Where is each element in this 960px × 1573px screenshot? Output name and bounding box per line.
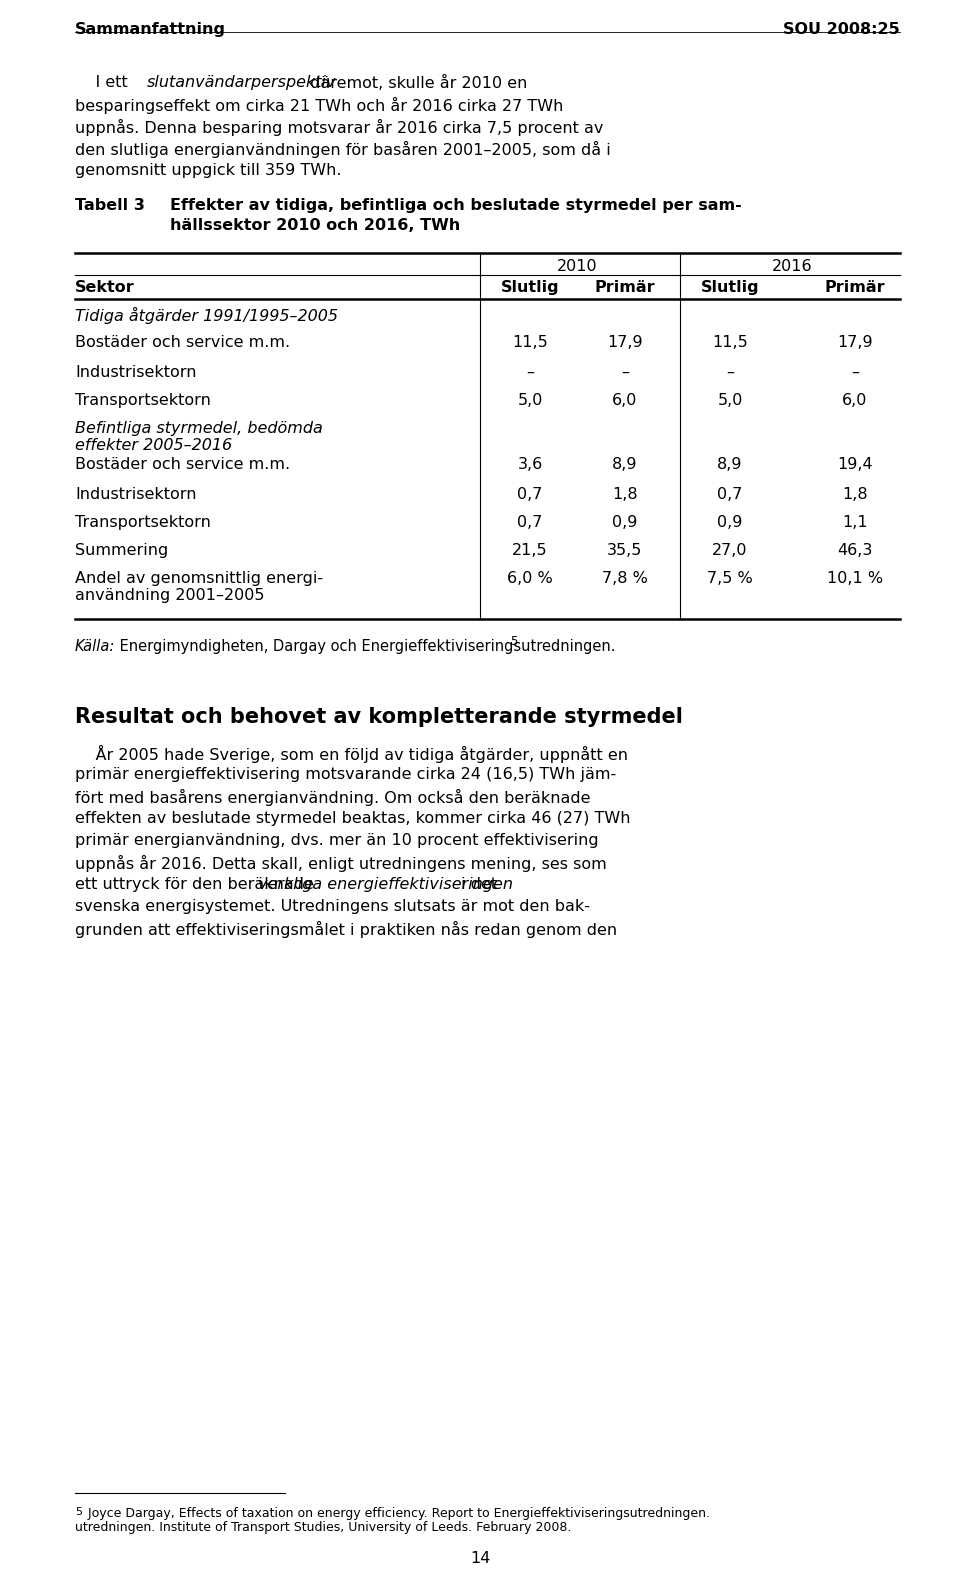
Text: Transportsektorn: Transportsektorn bbox=[75, 514, 211, 530]
Text: Joyce Dargay, Effects of taxation on energy efficiency. Report to Energieffektiv: Joyce Dargay, Effects of taxation on ene… bbox=[84, 1507, 710, 1520]
Text: 7,8 %: 7,8 % bbox=[602, 571, 648, 587]
Text: 6,0 %: 6,0 % bbox=[507, 571, 553, 587]
Text: –: – bbox=[621, 365, 629, 381]
Text: 1,8: 1,8 bbox=[612, 488, 637, 502]
Text: Resultat och behovet av kompletterande styrmedel: Resultat och behovet av kompletterande s… bbox=[75, 706, 683, 727]
Text: 1,8: 1,8 bbox=[842, 488, 868, 502]
Text: Tabell 3: Tabell 3 bbox=[75, 198, 145, 212]
Text: 10,1 %: 10,1 % bbox=[827, 571, 883, 587]
Text: den slutliga energianvändningen för basåren 2001–2005, som då i: den slutliga energianvändningen för baså… bbox=[75, 142, 611, 157]
Text: 35,5: 35,5 bbox=[608, 543, 642, 558]
Text: 17,9: 17,9 bbox=[607, 335, 643, 351]
Text: 14: 14 bbox=[469, 1551, 491, 1567]
Text: uppnås år 2016. Detta skall, enligt utredningens mening, ses som: uppnås år 2016. Detta skall, enligt utre… bbox=[75, 856, 607, 871]
Text: däremot, skulle år 2010 en: däremot, skulle år 2010 en bbox=[305, 76, 527, 91]
Text: 6,0: 6,0 bbox=[612, 393, 637, 407]
Text: Andel av genomsnittlig energi-: Andel av genomsnittlig energi- bbox=[75, 571, 324, 587]
Text: Tidiga åtgärder 1991/1995–2005: Tidiga åtgärder 1991/1995–2005 bbox=[75, 307, 338, 324]
Text: 11,5: 11,5 bbox=[712, 335, 748, 351]
Text: Slutlig: Slutlig bbox=[501, 280, 560, 296]
Text: 19,4: 19,4 bbox=[837, 458, 873, 472]
Text: Befintliga styrmedel, bedömda: Befintliga styrmedel, bedömda bbox=[75, 422, 323, 436]
Text: Primär: Primär bbox=[594, 280, 656, 296]
Text: effekter 2005–2016: effekter 2005–2016 bbox=[75, 437, 232, 453]
Text: 5,0: 5,0 bbox=[517, 393, 542, 407]
Text: 11,5: 11,5 bbox=[512, 335, 548, 351]
Text: Bostäder och service m.m.: Bostäder och service m.m. bbox=[75, 335, 290, 351]
Text: –: – bbox=[851, 365, 859, 381]
Text: genomsnitt uppgick till 359 TWh.: genomsnitt uppgick till 359 TWh. bbox=[75, 164, 342, 178]
Text: fört med basårens energianvändning. Om också den beräknade: fört med basårens energianvändning. Om o… bbox=[75, 790, 590, 805]
Text: 7,5 %: 7,5 % bbox=[708, 571, 753, 587]
Text: 0,7: 0,7 bbox=[517, 514, 542, 530]
Text: Industrisektorn: Industrisektorn bbox=[75, 488, 197, 502]
Text: 5,0: 5,0 bbox=[717, 393, 743, 407]
Text: Primär: Primär bbox=[825, 280, 885, 296]
Text: besparingseffekt om cirka 21 TWh och år 2016 cirka 27 TWh: besparingseffekt om cirka 21 TWh och år … bbox=[75, 98, 564, 113]
Text: Summering: Summering bbox=[75, 543, 168, 558]
Text: 27,0: 27,0 bbox=[712, 543, 748, 558]
Text: 3,6: 3,6 bbox=[517, 458, 542, 472]
Text: 8,9: 8,9 bbox=[717, 458, 743, 472]
Text: 0,7: 0,7 bbox=[717, 488, 743, 502]
Text: Sammanfattning: Sammanfattning bbox=[75, 22, 226, 38]
Text: primär energianvändning, dvs. mer än 10 procent effektivisering: primär energianvändning, dvs. mer än 10 … bbox=[75, 834, 599, 848]
Text: 0,7: 0,7 bbox=[517, 488, 542, 502]
Text: ett uttryck för den beräknade: ett uttryck för den beräknade bbox=[75, 878, 319, 892]
Text: 21,5: 21,5 bbox=[513, 543, 548, 558]
Text: Bostäder och service m.m.: Bostäder och service m.m. bbox=[75, 458, 290, 472]
Text: 2016: 2016 bbox=[772, 260, 813, 274]
Text: slutanvändarperspektiv: slutanvändarperspektiv bbox=[147, 76, 337, 90]
Text: verkliga energieffektiviseringen: verkliga energieffektiviseringen bbox=[258, 878, 513, 892]
Text: Slutlig: Slutlig bbox=[701, 280, 759, 296]
Text: Industrisektorn: Industrisektorn bbox=[75, 365, 197, 381]
Text: SOU 2008:25: SOU 2008:25 bbox=[783, 22, 900, 38]
Text: svenska energisystemet. Utredningens slutsats är mot den bak-: svenska energisystemet. Utredningens slu… bbox=[75, 900, 590, 914]
Text: 0,9: 0,9 bbox=[717, 514, 743, 530]
Text: 0,9: 0,9 bbox=[612, 514, 637, 530]
Text: grunden att effektiviseringsmålet i praktiken nås redan genom den: grunden att effektiviseringsmålet i prak… bbox=[75, 922, 617, 938]
Text: –: – bbox=[726, 365, 734, 381]
Text: användning 2001–2005: användning 2001–2005 bbox=[75, 588, 265, 602]
Text: 17,9: 17,9 bbox=[837, 335, 873, 351]
Text: primär energieffektivisering motsvarande cirka 24 (16,5) TWh jäm-: primär energieffektivisering motsvarande… bbox=[75, 768, 616, 782]
Text: hällssektor 2010 och 2016, TWh: hällssektor 2010 och 2016, TWh bbox=[170, 219, 460, 233]
Text: 46,3: 46,3 bbox=[837, 543, 873, 558]
Text: 8,9: 8,9 bbox=[612, 458, 637, 472]
Text: Källa:: Källa: bbox=[75, 639, 115, 654]
Text: 5: 5 bbox=[510, 635, 517, 648]
Text: 5: 5 bbox=[75, 1507, 82, 1516]
Text: 1,1: 1,1 bbox=[842, 514, 868, 530]
Text: 2010: 2010 bbox=[557, 260, 598, 274]
Text: Transportsektorn: Transportsektorn bbox=[75, 393, 211, 407]
Text: i det: i det bbox=[456, 878, 497, 892]
Text: 6,0: 6,0 bbox=[842, 393, 868, 407]
Text: uppnås. Denna besparing motsvarar år 2016 cirka 7,5 procent av: uppnås. Denna besparing motsvarar år 201… bbox=[75, 120, 604, 135]
Text: utredningen. Institute of Transport Studies, University of Leeds. February 2008.: utredningen. Institute of Transport Stud… bbox=[75, 1521, 571, 1534]
Text: –: – bbox=[526, 365, 534, 381]
Text: effekten av beslutade styrmedel beaktas, kommer cirka 46 (27) TWh: effekten av beslutade styrmedel beaktas,… bbox=[75, 812, 631, 826]
Text: Energimyndigheten, Dargay och Energieffektiviseringsutredningen.: Energimyndigheten, Dargay och Energieffe… bbox=[115, 639, 615, 654]
Text: År 2005 hade Sverige, som en följd av tidiga åtgärder, uppnått en: År 2005 hade Sverige, som en följd av ti… bbox=[75, 746, 628, 763]
Text: Sektor: Sektor bbox=[75, 280, 134, 296]
Text: Effekter av tidiga, befintliga och beslutade styrmedel per sam-: Effekter av tidiga, befintliga och beslu… bbox=[170, 198, 742, 212]
Text: I ett: I ett bbox=[75, 76, 132, 90]
